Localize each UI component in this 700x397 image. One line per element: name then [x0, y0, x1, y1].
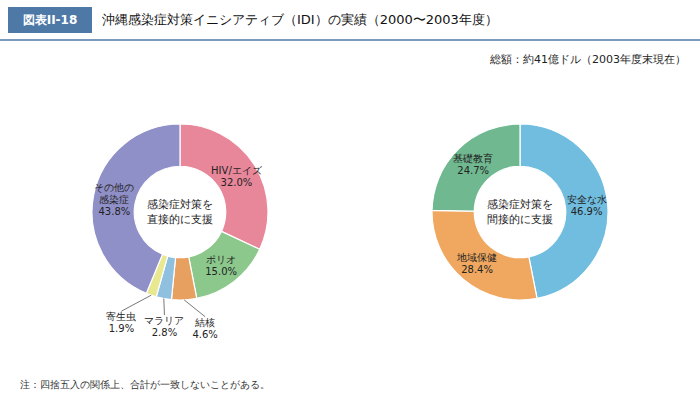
category-label-line: その他の — [94, 182, 134, 193]
category-label: 安全な水 — [567, 194, 607, 205]
slice — [520, 124, 608, 298]
subtitle: 総額：約41億ドル（2003年度末現在） — [489, 53, 686, 66]
center-label: 感染症対策を — [147, 198, 213, 211]
category-label: HIV/エイズ — [211, 165, 263, 176]
header-background — [0, 0, 700, 40]
leader-line — [184, 300, 205, 317]
value-label: 2.8% — [152, 327, 177, 338]
data-labels: HIV/エイズ32.0% ポリオ15.0% 結核4.6% マラリア2.8% 寄生虫1.9… — [94, 165, 262, 340]
category-label: 寄生虫 — [106, 311, 136, 322]
category-label: 基礎教育 — [453, 153, 493, 164]
pie-chart: 感染症対策を間接的に支援 安全な水46.9% 地域保健28.4% 基礎教育24.7% — [432, 124, 608, 300]
slices — [432, 124, 608, 300]
category-label-line: ポリオ — [206, 254, 236, 265]
value-label: 28.4% — [461, 264, 493, 275]
slices — [92, 124, 268, 300]
center-label: 感染症対策を — [487, 198, 553, 211]
value-label: 15.0% — [205, 266, 237, 277]
category-label: 結核 — [194, 317, 215, 328]
slice-label: 寄生虫1.9% — [106, 311, 136, 334]
slice — [180, 124, 268, 249]
slice-label: ポリオ15.0% — [205, 254, 237, 277]
category-label-line: 結核 — [194, 317, 215, 328]
title-label-box — [8, 7, 92, 33]
leader-line — [121, 295, 151, 311]
category-label-line: HIV/エイズ — [211, 165, 263, 176]
category-label-line: マラリア — [144, 315, 184, 326]
center-label: 間接的に支援 — [487, 213, 553, 226]
value-label: 24.7% — [457, 165, 489, 176]
slice-label: 結核4.6% — [192, 317, 217, 340]
slice — [189, 231, 260, 298]
slice-label: 安全な水46.9% — [567, 194, 607, 217]
category-label-line: 基礎教育 — [453, 153, 493, 164]
value-label: 43.8% — [99, 206, 131, 217]
value-label: 46.9% — [571, 206, 603, 217]
value-label: 4.6% — [192, 329, 217, 340]
category-label: その他の感染症 — [94, 182, 134, 205]
title: 沖縄感染症対策イニシアティブ（IDI）の実績（2000〜2003年度） — [102, 12, 498, 27]
data-labels: 安全な水46.9% 地域保健28.4% 基礎教育24.7% — [453, 153, 606, 275]
slice-label: 地域保健28.4% — [456, 252, 497, 275]
category-label: マラリア — [144, 315, 184, 326]
center-label: 直接的に支援 — [147, 213, 213, 226]
category-label-line: 地域保健 — [456, 252, 497, 263]
header-border — [0, 39, 700, 41]
header: 図表II-18 沖縄感染症対策イニシアティブ（IDI）の実績（2000〜2003年… — [0, 0, 700, 40]
slice-label: 基礎教育24.7% — [453, 153, 493, 176]
leader-line — [163, 298, 165, 315]
chart-root: 図表II-18 沖縄感染症対策イニシアティブ（IDI）の実績（2000〜2003年… — [0, 0, 700, 397]
category-label: 地域保健 — [456, 252, 497, 263]
value-label: 1.9% — [109, 323, 134, 334]
slice-label: マラリア2.8% — [144, 315, 184, 338]
value-label: 32.0% — [221, 177, 253, 188]
slice-label: HIV/エイズ32.0% — [211, 165, 263, 188]
title-label: 図表II-18 — [23, 13, 78, 27]
category-label-line: 感染症 — [99, 194, 129, 205]
category-label: ポリオ — [206, 254, 236, 265]
slice-label: その他の感染症43.8% — [94, 182, 134, 217]
category-label-line: 安全な水 — [567, 194, 607, 205]
pie-chart: 感染症対策を直接的に支援 HIV/エイズ32.0% ポリオ15.0% 結核4.6% マラ… — [92, 124, 268, 340]
category-label-line: 寄生虫 — [106, 311, 136, 322]
note: 注：四捨五入の関係上、合計が一致しないことがある。 — [20, 379, 270, 390]
